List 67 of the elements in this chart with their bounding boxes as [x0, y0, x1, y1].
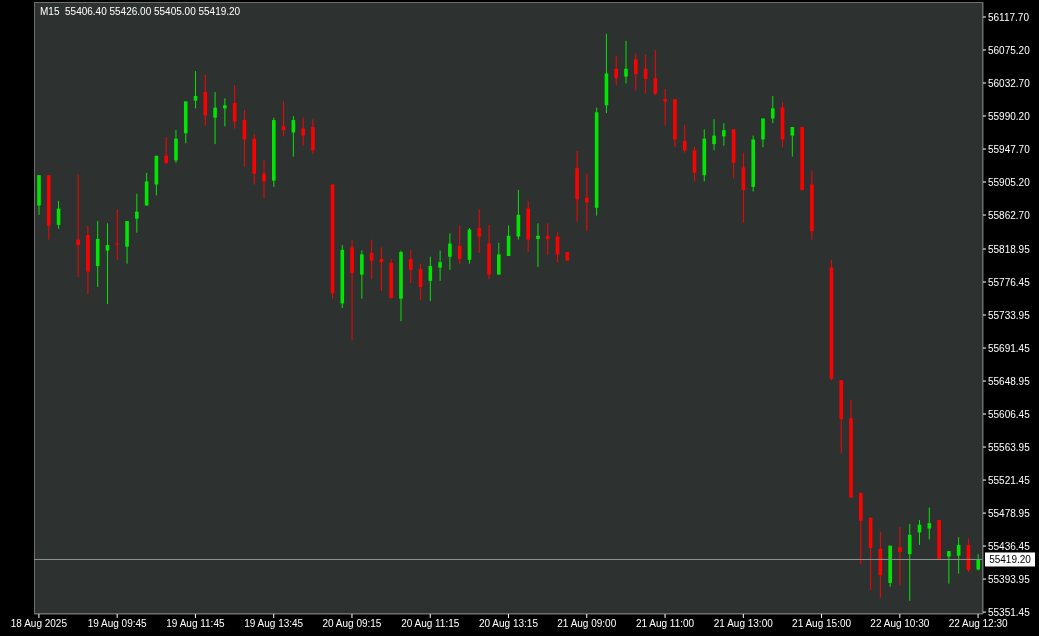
- candlestick: [76, 173, 80, 278]
- candlestick: [898, 526, 902, 586]
- candlestick: [213, 91, 217, 145]
- candlestick: [682, 124, 687, 154]
- x-tick-label: 20 Aug 11:15: [401, 618, 460, 630]
- x-tick-label: 21 Aug 11:00: [635, 618, 695, 630]
- candlestick: [770, 95, 775, 124]
- candlestick: [624, 40, 628, 85]
- y-tick-label: 55990.20: [988, 110, 1031, 122]
- candlestick: [585, 173, 589, 232]
- x-tick-label: 21 Aug 09:00: [557, 618, 617, 630]
- candlestick: [536, 222, 540, 268]
- y-tick-label: 55947.70: [988, 143, 1031, 155]
- y-tick-label: 55905.20: [988, 176, 1031, 188]
- candlestick: [408, 249, 413, 284]
- candlestick: [947, 550, 951, 585]
- y-tick-label: 55606.45: [988, 408, 1031, 420]
- x-tick-label: 18 Aug 2025: [10, 618, 68, 630]
- candlestick: [105, 222, 110, 305]
- y-tick-label: 55733.95: [988, 309, 1031, 321]
- candlestick: [301, 117, 305, 147]
- x-tick-label: 20 Aug 13:15: [479, 618, 539, 630]
- candlestick: [360, 250, 364, 300]
- candlestick: [761, 118, 765, 148]
- y-tick-label: 55691.45: [988, 342, 1031, 354]
- y-tick-label: 55436.45: [988, 540, 1031, 552]
- x-tick-label: 21 Aug 15:00: [792, 618, 852, 630]
- y-tick-label: 55776.45: [988, 276, 1031, 288]
- x-tick-label: 19 Aug 11:45: [166, 618, 225, 630]
- y-tick-label: 55478.95: [988, 507, 1031, 519]
- chart-title: M15 55406.40 55426.00 55405.00 55419.20: [40, 6, 241, 17]
- x-tick-label: 22 Aug 10:30: [870, 618, 930, 630]
- x-tick-label: 20 Aug 09:15: [322, 618, 382, 630]
- x-tick-label: 19 Aug 13:45: [244, 618, 304, 630]
- candlestick: [927, 507, 932, 540]
- candlestick: [115, 208, 120, 261]
- candlestick: [907, 523, 912, 602]
- candlestick: [223, 97, 227, 127]
- y-tick-label: 56117.70: [988, 11, 1030, 23]
- candlestick: [262, 159, 266, 199]
- candlestick: [438, 250, 442, 282]
- x-tick-label: 21 Aug 13:00: [713, 618, 774, 630]
- ref-line-label: 55419.20: [989, 554, 1032, 566]
- y-tick-label: 55393.95: [988, 573, 1031, 585]
- candlestick: [712, 118, 716, 151]
- candlestick: [135, 193, 139, 234]
- x-tick-label: 22 Aug 12:30: [948, 618, 1009, 630]
- candlestick: [164, 136, 168, 165]
- y-tick-label: 55351.45: [988, 606, 1031, 618]
- y-tick-label: 56032.70: [988, 77, 1031, 89]
- x-tick-label: 19 Aug 09:45: [87, 618, 148, 630]
- candlestick: [545, 222, 550, 255]
- candlestick: [174, 129, 178, 164]
- candlestick: [614, 55, 619, 86]
- y-tick-label: 56075.20: [988, 44, 1031, 56]
- y-tick-label: 55648.95: [988, 375, 1031, 387]
- y-tick-label: 55521.45: [988, 474, 1031, 486]
- y-tick-label: 55563.95: [988, 441, 1031, 453]
- candlestick: [722, 122, 726, 147]
- y-tick-label: 55818.95: [988, 243, 1031, 255]
- candlestick: [663, 88, 667, 126]
- candlestick: [311, 118, 315, 155]
- y-tick-label: 55862.70: [988, 209, 1031, 221]
- candlestick: [448, 232, 452, 271]
- candlestick: [477, 208, 482, 254]
- candlestick: [633, 52, 638, 92]
- candlestick: [497, 242, 501, 276]
